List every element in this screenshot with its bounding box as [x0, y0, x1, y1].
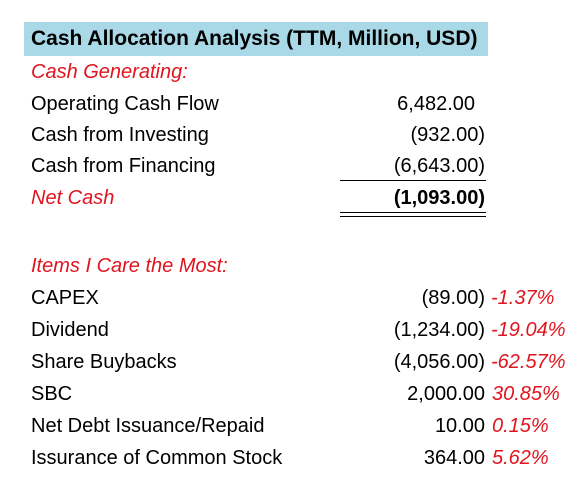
row-value: (89.00) — [421, 287, 485, 309]
row-label: Share Buybacks — [31, 351, 177, 373]
table-row: Share Buybacks (4,056.00) -62.57% — [0, 346, 587, 378]
row-value: (4,056.00) — [393, 351, 485, 373]
row-value: (1,234.00) — [393, 319, 485, 341]
section-heading-label: Cash Generating: — [31, 61, 188, 83]
total-value: (1,093.00) — [393, 187, 485, 209]
subtotal-single-underline — [340, 180, 486, 181]
row-label: CAPEX — [31, 287, 99, 309]
row-label: Net Debt Issuance/Repaid — [31, 415, 265, 437]
row-label: Cash from Financing — [31, 155, 216, 177]
row-value: 6,482.00 — [397, 93, 475, 115]
row-value: (6,643.00) — [393, 155, 485, 177]
row-value: 364.00 — [423, 447, 485, 469]
total-double-underline — [340, 212, 486, 217]
row-percentage: 30.85% — [492, 383, 560, 405]
table-row: Operating Cash Flow 6,482.00 — [0, 88, 587, 120]
table-row: Cash from Investing (932.00) — [0, 119, 587, 151]
row-value: 10.00 — [434, 415, 485, 437]
sheet-title: Cash Allocation Analysis (TTM, Million, … — [31, 27, 478, 50]
table-row: CAPEX (89.00) -1.37% — [0, 282, 587, 314]
table-row: Cash from Financing (6,643.00) — [0, 150, 587, 182]
section-heading-items-care: Items I Care the Most: — [0, 250, 587, 282]
title-cell-fill — [24, 22, 488, 56]
row-label: Operating Cash Flow — [31, 93, 219, 115]
row-value: 2,000.00 — [407, 383, 485, 405]
row-label: SBC — [31, 383, 73, 405]
row-percentage: 0.15% — [492, 415, 549, 437]
section-heading-cash-generating: Cash Generating: — [0, 56, 587, 88]
row-label: Dividend — [31, 319, 109, 341]
table-row: SBC 2,000.00 30.85% — [0, 378, 587, 410]
table-row: Dividend (1,234.00) -19.04% — [0, 314, 587, 346]
section-heading-label: Items I Care the Most: — [31, 255, 228, 277]
row-label: Issurance of Common Stock — [31, 447, 283, 469]
table-row: Issurance of Common Stock 364.00 5.62% — [0, 442, 587, 474]
total-label: Net Cash — [31, 187, 115, 209]
row-label: Cash from Investing — [31, 124, 209, 146]
row-percentage: 5.62% — [492, 447, 549, 469]
total-row-net-cash: Net Cash (1,093.00) — [0, 182, 587, 214]
row-value: (932.00) — [410, 124, 486, 146]
row-percentage: -62.57% — [491, 351, 566, 373]
row-percentage: -1.37% — [491, 287, 555, 309]
row-percentage: -19.04% — [491, 319, 566, 341]
table-row: Net Debt Issuance/Repaid 10.00 0.15% — [0, 410, 587, 442]
